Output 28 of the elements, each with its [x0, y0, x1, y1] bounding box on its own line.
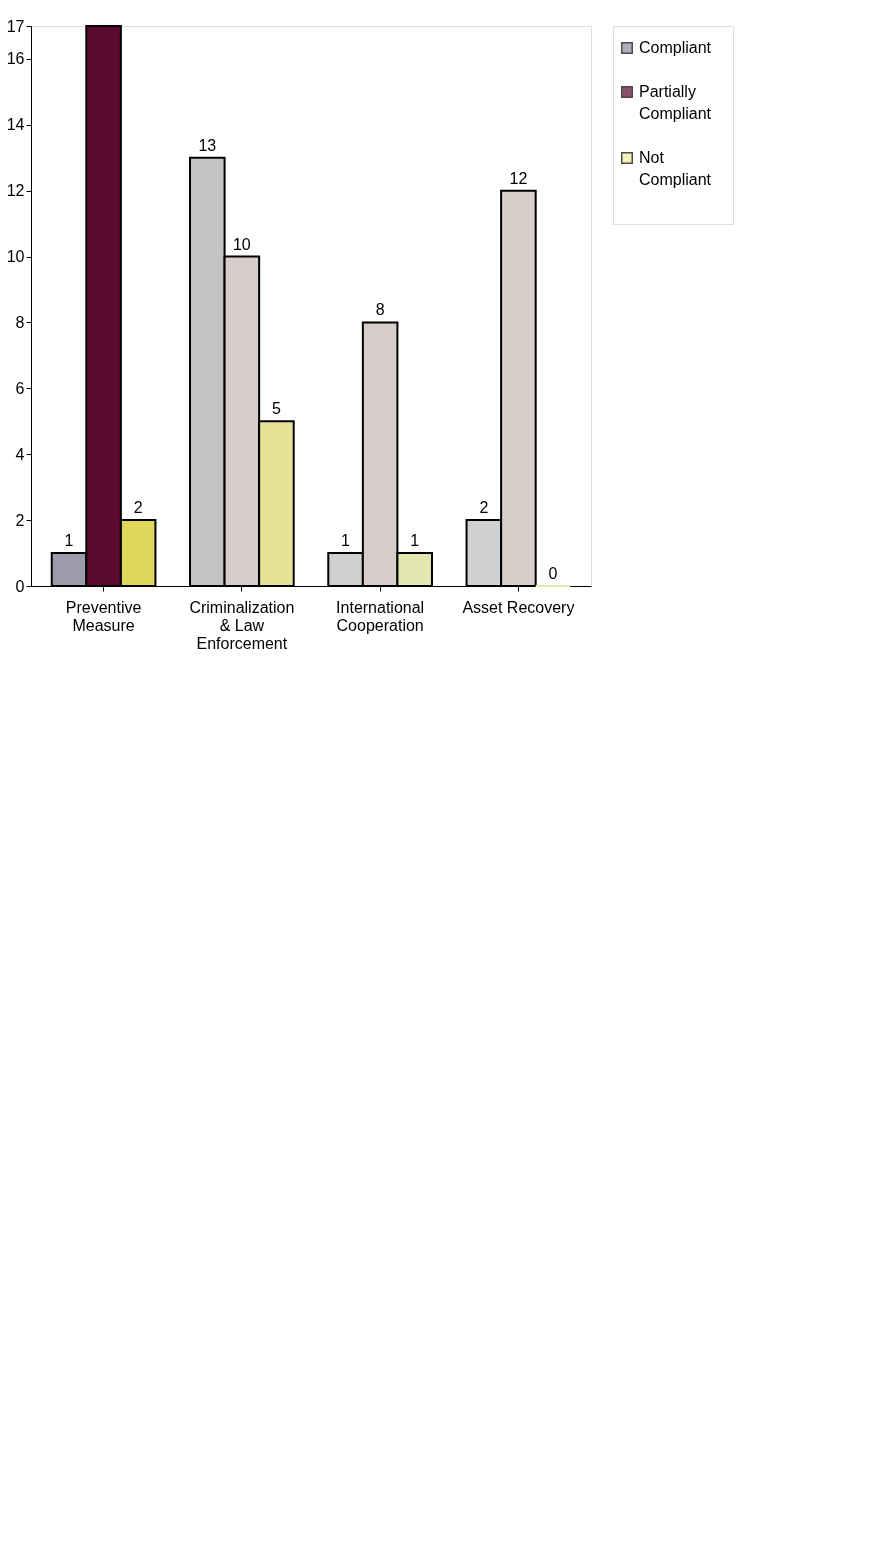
data-label: 2 — [479, 499, 489, 517]
data-label: 13 — [198, 136, 217, 154]
data-label: 5 — [271, 400, 281, 418]
y-tick-label: 12 — [6, 182, 25, 200]
y-tick-label: 10 — [6, 248, 25, 266]
x-tick-label: Preventive Measure — [65, 598, 142, 634]
y-tick-label: 16 — [6, 50, 25, 68]
data-label: 1 — [410, 532, 420, 550]
y-tick-label: 2 — [15, 511, 25, 529]
legend-label: Compliant — [639, 39, 712, 56]
data-label: 8 — [375, 301, 385, 319]
y-tick-label: 0 — [15, 577, 25, 595]
legend-label: Partially Compliant — [639, 83, 712, 122]
x-tick-label: Criminalization & Law Enforcement — [189, 598, 295, 652]
x-tick-label: International Cooperation — [336, 598, 425, 634]
data-label: 1 — [341, 532, 351, 550]
data-label: 10 — [232, 235, 251, 253]
y-tick-label: 8 — [15, 313, 25, 331]
y-tick-label: 4 — [15, 445, 25, 463]
data-label: 12 — [509, 169, 528, 187]
legend-label: Not Compliant — [639, 149, 712, 188]
y-tick-label: 6 — [15, 379, 25, 397]
data-label: 0 — [548, 565, 558, 582]
data-label: 2 — [133, 499, 143, 517]
x-tick-label: Asset Recovery — [462, 598, 575, 616]
data-label: 1 — [64, 532, 74, 550]
y-tick-label: 14 — [6, 116, 25, 134]
y-tick-label: 17 — [6, 17, 25, 35]
